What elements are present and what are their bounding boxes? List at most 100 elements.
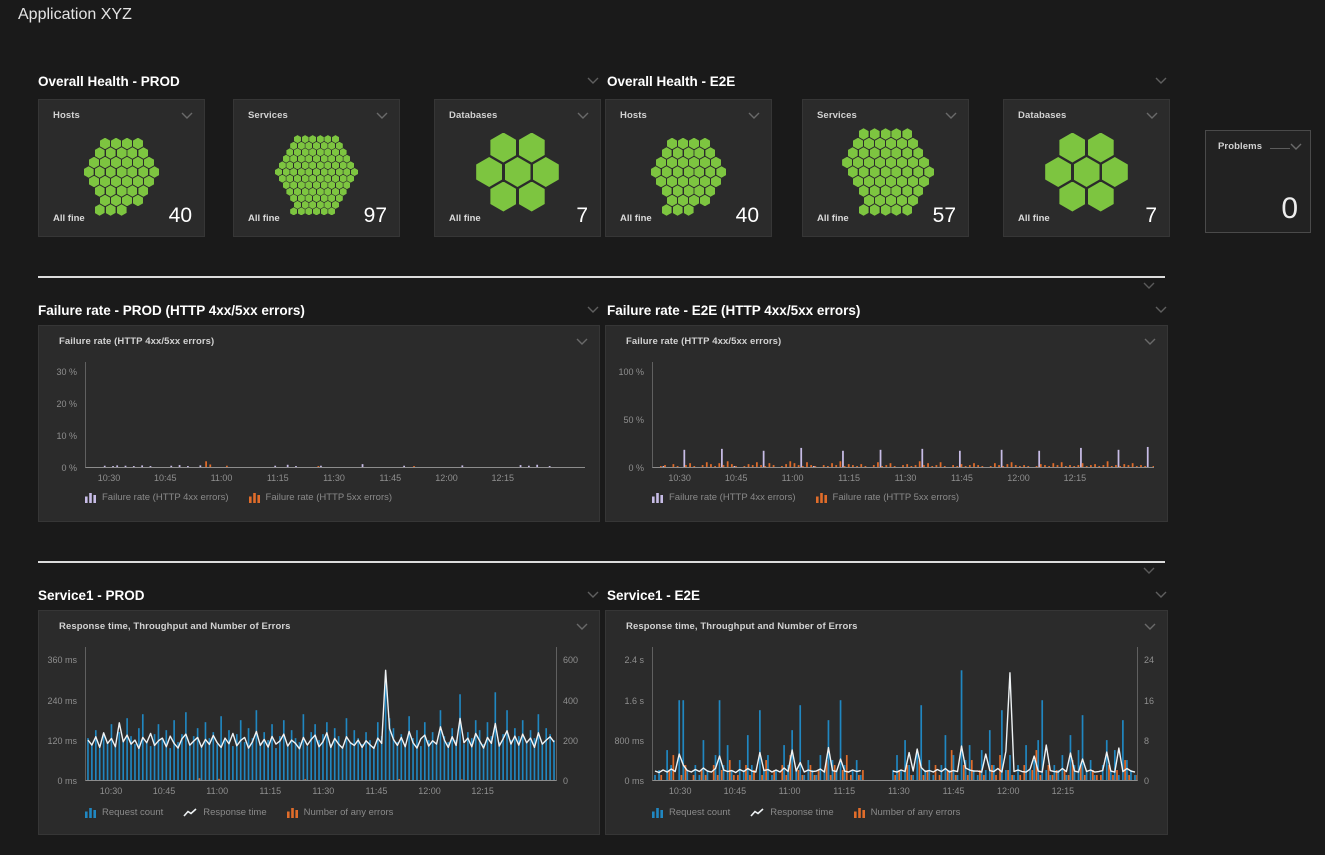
hexagon-ok[interactable] (301, 148, 309, 157)
hexagon-ok[interactable] (343, 168, 351, 176)
hexagon-ok[interactable] (316, 135, 324, 144)
hexagon-ok[interactable] (339, 148, 347, 157)
chart-tile-failure-prod[interactable]: Failure rate (HTTP 4xx/5xx errors) 30 % 2… (38, 325, 600, 522)
hexagon-ok[interactable] (1101, 157, 1128, 187)
hexagon-ok[interactable] (313, 181, 320, 190)
hexagon-ok[interactable] (290, 181, 298, 190)
chevron-down-icon[interactable] (1143, 621, 1157, 633)
hexagon-ok[interactable] (1087, 181, 1114, 212)
hexagon-ok[interactable] (667, 137, 678, 150)
hexagon-ok[interactable] (313, 154, 320, 163)
chevron-down-icon[interactable] (1142, 565, 1156, 577)
hexagon-ok[interactable] (891, 147, 902, 159)
hexagon-ok[interactable] (282, 168, 290, 176)
chevron-down-icon[interactable] (576, 110, 590, 122)
hexagon-ok[interactable] (924, 166, 935, 178)
hexagon-ok[interactable] (105, 166, 116, 178)
hexagon-ok[interactable] (116, 185, 127, 197)
hexagon-ok[interactable] (122, 156, 133, 169)
hexagon-ok[interactable] (1059, 132, 1086, 163)
hexagon-ok[interactable] (683, 185, 694, 197)
hexagon-ok[interactable] (105, 185, 116, 197)
hexagon-ok[interactable] (896, 175, 907, 188)
hexagon-ok[interactable] (313, 207, 320, 216)
hexagon-ok[interactable] (309, 174, 317, 183)
hexagon-ok[interactable] (705, 147, 716, 159)
chart-plot[interactable] (85, 362, 585, 468)
hexagon-ok[interactable] (127, 166, 138, 178)
hexagon-ok[interactable] (297, 194, 305, 203)
hexagon-ok[interactable] (138, 185, 149, 197)
hexagon-ok[interactable] (275, 168, 282, 176)
hexagon-ok[interactable] (301, 135, 309, 144)
hexagon-ok[interactable] (94, 147, 105, 159)
hexagon-ok[interactable] (672, 204, 683, 216)
hexagon-ok[interactable] (138, 166, 149, 178)
chevron-down-icon[interactable] (1290, 141, 1302, 153)
hexagon-ok[interactable] (858, 204, 869, 216)
hexagon-ok[interactable] (100, 194, 111, 207)
hexagon-ok[interactable] (339, 161, 347, 170)
hexagon-ok[interactable] (918, 156, 929, 169)
hexagon-ok[interactable] (351, 168, 358, 176)
hexagon-ok[interactable] (297, 141, 305, 150)
chevron-down-icon[interactable] (944, 110, 958, 122)
chart-tile-failure-e2e[interactable]: Failure rate (HTTP 4xx/5xx errors) 100 %… (605, 325, 1168, 522)
legend-item[interactable]: Failure rate (HTTP 5xx errors) (815, 492, 959, 503)
hexagon-ok[interactable] (689, 194, 700, 207)
hexagon-ok[interactable] (869, 147, 880, 159)
hexagon-ok[interactable] (902, 185, 913, 197)
hexagon-ok[interactable] (650, 166, 661, 178)
hexagon-ok[interactable] (343, 181, 351, 190)
hexagon-ok[interactable] (94, 204, 105, 216)
hexagon-ok[interactable] (301, 174, 309, 183)
hexagon-ok[interactable] (864, 156, 875, 169)
hexagon-ok[interactable] (902, 166, 913, 178)
hexagon-ok[interactable] (313, 194, 320, 203)
hexagon-ok[interactable] (309, 200, 317, 209)
hexagon-ok[interactable] (332, 174, 339, 183)
chevron-down-icon[interactable] (586, 589, 600, 601)
hexagon-ok[interactable] (891, 128, 902, 140)
hexagon-ok[interactable] (316, 187, 324, 196)
hexagon-ok[interactable] (902, 204, 913, 216)
hexagon-ok[interactable] (335, 141, 343, 150)
hexagon-ok[interactable] (89, 175, 100, 188)
hexagon-ok[interactable] (689, 137, 700, 150)
hexagon-ok[interactable] (678, 156, 689, 169)
hexagon-ok[interactable] (286, 161, 294, 170)
hexagon-ok[interactable] (332, 200, 339, 209)
hexagon-ok[interactable] (689, 156, 700, 169)
hexagon-ok[interactable] (309, 187, 317, 196)
chevron-down-icon[interactable] (1154, 589, 1168, 601)
hexagon-ok[interactable] (138, 147, 149, 159)
problems-tile[interactable]: Problems 0 (1205, 130, 1311, 233)
hexagon-ok[interactable] (290, 194, 298, 203)
hexagon-ok[interactable] (105, 147, 116, 159)
hexagon-ok[interactable] (297, 181, 305, 190)
hexagon-ok[interactable] (842, 156, 853, 169)
chart-plot[interactable] (652, 647, 1138, 781)
hexagon-ok[interactable] (858, 185, 869, 197)
hexagon-ok[interactable] (1073, 157, 1100, 187)
hexagon-ok[interactable] (902, 147, 913, 159)
hexagon-ok[interactable] (672, 166, 683, 178)
hexagon-ok[interactable] (891, 166, 902, 178)
hexagon-ok[interactable] (699, 137, 710, 150)
hexagon-ok[interactable] (907, 137, 918, 150)
health-tile-hosts-prod[interactable]: Hosts All fine 40 (38, 99, 205, 237)
legend-item[interactable]: Number of any errors (286, 807, 393, 818)
hexagon-ok[interactable] (316, 200, 324, 209)
hexagon-ok[interactable] (656, 175, 667, 188)
hexagon-ok[interactable] (913, 147, 924, 159)
legend-item[interactable]: Failure rate (HTTP 4xx errors) (652, 492, 796, 503)
hexagon-ok[interactable] (105, 204, 116, 216)
chevron-down-icon[interactable] (1142, 280, 1156, 292)
hexagon-ok[interactable] (297, 207, 305, 216)
hexagon-ok[interactable] (347, 174, 355, 183)
hexagon-ok[interactable] (869, 166, 880, 178)
health-tile-services-e2e[interactable]: Services All fine 57 (802, 99, 969, 237)
legend-item[interactable]: Response time (183, 807, 267, 818)
hexagon-ok[interactable] (678, 194, 689, 207)
hexagon-ok[interactable] (328, 181, 336, 190)
